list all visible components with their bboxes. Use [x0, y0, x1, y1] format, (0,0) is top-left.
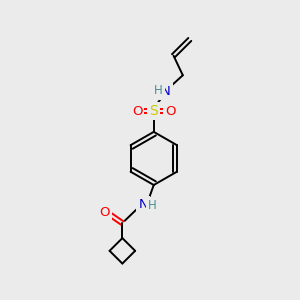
Text: H: H: [148, 199, 157, 212]
Text: N: N: [161, 85, 171, 98]
Text: S: S: [149, 104, 158, 118]
Text: N: N: [138, 198, 148, 211]
Text: O: O: [165, 105, 176, 118]
Text: O: O: [132, 105, 142, 118]
Text: O: O: [99, 206, 110, 219]
Text: H: H: [154, 84, 163, 97]
